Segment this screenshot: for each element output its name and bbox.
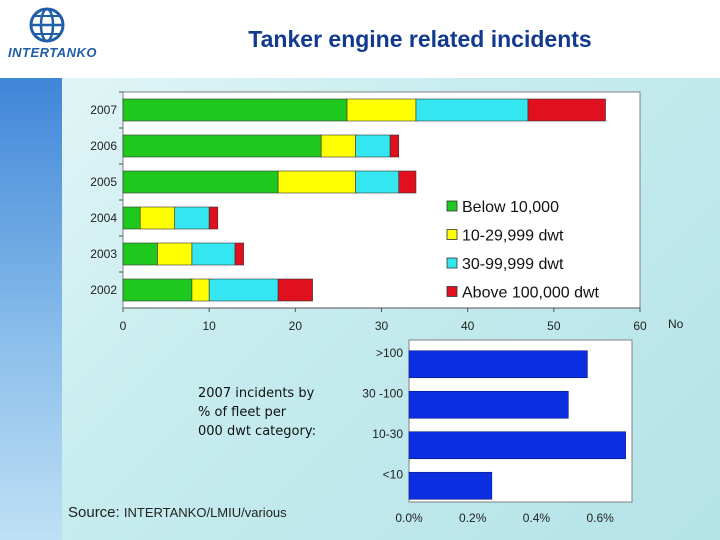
x-tick-label: 0: [120, 319, 127, 333]
y-tick-label: 2005: [90, 175, 117, 189]
sub-bar-3: [408, 471, 493, 500]
x-tick-label: 10: [202, 319, 216, 333]
sub-x-tick-label: 0.2%: [459, 511, 487, 525]
legend-label: 30-99,999 dwt: [462, 256, 564, 273]
sub-x-tick-label: 0.4%: [523, 511, 551, 525]
intertanko-logo: INTERTANKO: [0, 0, 120, 78]
legend-label: Above 100,000 dwt: [462, 285, 600, 302]
source-note: Source: INTERTANKO/LMIU/various: [68, 504, 287, 521]
sub-bar-0: [408, 350, 588, 379]
x-tick-label: 50: [547, 319, 561, 333]
legend-label: 10-29,999 dwt: [462, 228, 564, 245]
y-tick-label: 2006: [90, 139, 117, 153]
bar-2004-series-3: [208, 206, 219, 230]
bar-2006-series-3: [389, 134, 400, 158]
y-tick-label: 2002: [90, 283, 117, 297]
sub-y-tick-label: <10: [383, 468, 404, 482]
sub-y-tick-label: >100: [376, 346, 403, 360]
bar-2003-series-3: [234, 242, 244, 266]
legend-label: Below 10,000: [462, 199, 559, 216]
x-axis-label: No: [668, 317, 684, 331]
sub-y-tick-label: 10-30: [372, 427, 403, 441]
y-tick-label: 2004: [90, 211, 117, 225]
legend-swatch: [446, 200, 458, 212]
sub-bar-1: [408, 390, 569, 419]
globe-icon: [29, 7, 65, 43]
legend-swatch: [446, 229, 458, 240]
x-tick-label: 30: [375, 319, 389, 333]
bar-2005-series-3: [398, 170, 417, 194]
sub-x-tick-label: 0.0%: [395, 511, 423, 525]
legend-swatch: [446, 257, 458, 269]
sub-y-tick-label: 30 -100: [362, 387, 403, 401]
bar-2002-series-3: [277, 278, 313, 302]
bar-2007-series-3: [527, 98, 606, 122]
main-plot-area: [122, 91, 641, 309]
x-tick-label: 40: [461, 319, 475, 333]
legend-swatch: [446, 286, 458, 297]
x-tick-label: 20: [289, 319, 303, 333]
header-bar: [0, 0, 720, 78]
source-text: INTERTANKO/LMIU/various: [123, 505, 287, 520]
y-tick-label: 2007: [90, 103, 117, 117]
sub-bar-2: [408, 431, 626, 460]
sub-x-tick-label: 0.6%: [586, 511, 614, 525]
slide-title: Tanker engine related incidents: [248, 26, 592, 52]
left-decorative-band: [0, 78, 62, 540]
chart-caption: 2007 incidents by % of fleet per 000 dwt…: [198, 386, 316, 439]
x-tick-label: 60: [633, 319, 647, 333]
y-tick-label: 2003: [90, 247, 117, 261]
source-label: Source:: [68, 504, 120, 521]
logo-text: INTERTANKO: [8, 45, 98, 60]
